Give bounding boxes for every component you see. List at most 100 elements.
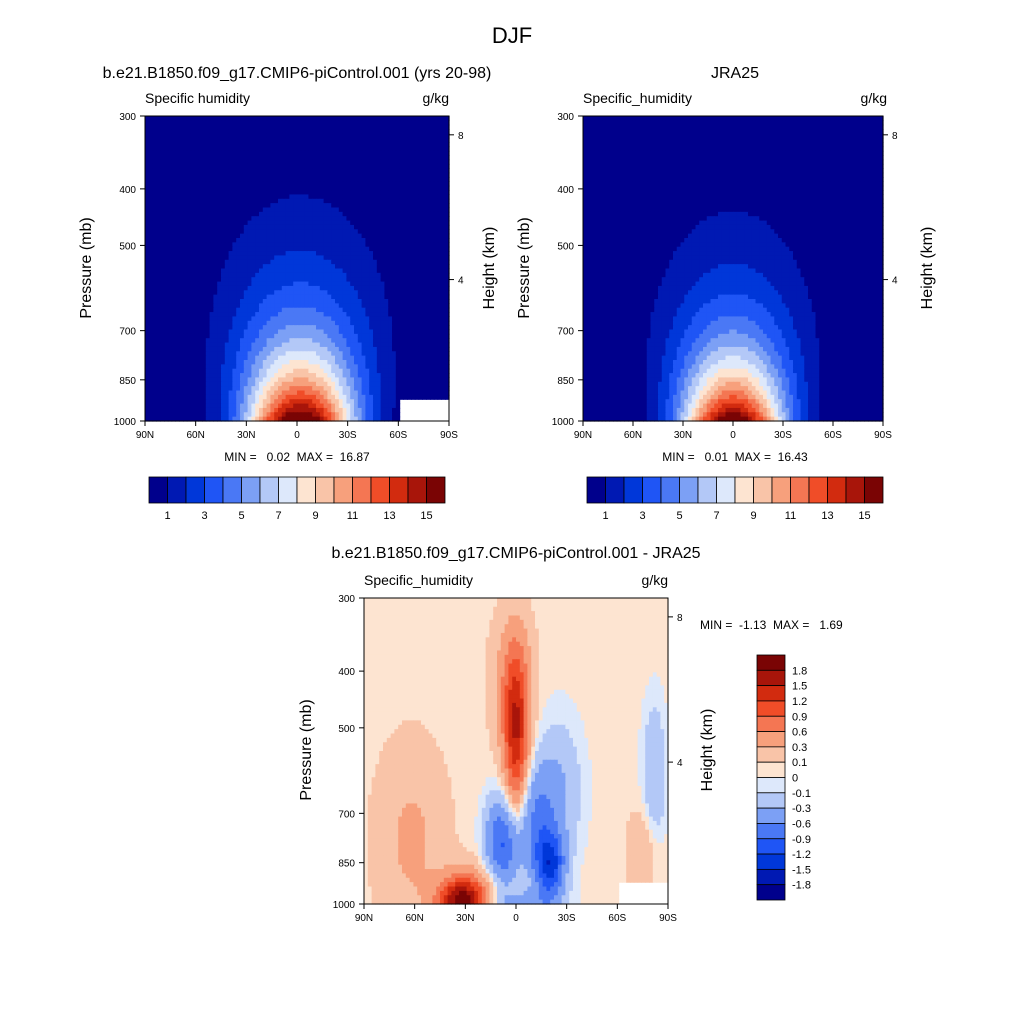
contour-cell [335,268,340,274]
contour-cell [426,259,431,265]
contour-cell [262,303,268,309]
contour-cell [205,268,211,274]
contour-cell [369,194,374,200]
contour-cell [308,307,313,313]
contour-cell [411,159,416,165]
contour-cell [376,172,382,178]
contour-cell [354,290,359,296]
contour-cell [167,172,173,178]
contour-cell [342,312,347,318]
contour-cell [441,216,446,222]
contour-cell [365,168,370,174]
contour-cell [384,146,389,152]
contour-cell [236,329,241,335]
contour-cell [236,181,241,187]
contour-cell [388,246,393,252]
contour-cell [407,142,412,148]
contour-cell [232,299,237,304]
contour-cell [392,168,397,174]
contour-cell [338,168,344,174]
contour-cell [190,177,195,182]
contour-cell [198,159,203,165]
contour-cell [342,190,347,196]
contour-cell [240,168,245,174]
contour-cell [259,198,264,204]
contour-cell [281,316,287,322]
contour-cell [342,342,347,348]
contour-cell [274,129,279,135]
contour-cell [357,381,363,387]
contour-cell [418,233,423,239]
contour-cell [247,368,252,374]
contour-cell [430,303,435,309]
contour-cell [297,259,302,265]
contour-cell [373,377,378,383]
contour-cell [209,285,214,291]
contour-cell [312,229,317,235]
contour-cell [160,325,165,331]
contour-cell [285,377,290,383]
contour-cell [426,299,431,304]
contour-cell [289,133,294,139]
contour-cell [240,194,245,200]
contour-cell [270,299,275,304]
contour-cell [190,159,195,165]
contour-cell [266,242,271,248]
contour-cell [414,137,420,143]
contour-cell [407,299,412,304]
contour-cell [224,290,230,296]
contour-cell [224,185,230,191]
contour-cell [278,329,283,335]
contour-cell [152,325,157,331]
contour-cell [384,177,389,182]
contour-cell [441,360,446,365]
contour-cell [194,386,199,392]
contour-cell [304,277,309,283]
contour-cell [293,137,298,143]
contour-cell [312,203,317,209]
contour-cell [164,312,169,318]
contour-cell [251,368,256,374]
contour-cell [186,242,192,248]
contour-cell [369,307,374,313]
contour-cell [346,242,351,248]
contour-cell [342,251,347,257]
contour-cell [392,346,397,352]
contour-cell [152,146,157,152]
contour-cell [297,172,302,178]
contour-cell [300,338,306,344]
contour-cell [171,185,176,191]
contour-cell [183,290,188,296]
contour-cell [262,342,268,348]
contour-cell [221,242,226,248]
contour-cell [175,307,180,313]
contour-cell [411,364,416,370]
contour-cell [224,142,230,148]
contour-cell [369,251,374,257]
contour-cell [399,181,404,187]
contour-cell [156,368,161,374]
contour-cell [338,142,344,148]
contour-cell [186,155,192,161]
contour-cell [183,268,188,274]
contour-cell [251,355,256,361]
contour-cell [251,124,256,130]
contour-cell [232,203,237,209]
contour-cell [392,146,397,152]
contour-cell [259,364,264,370]
contour-cell [376,190,382,196]
contour-cell [236,198,241,204]
contour-cell [281,246,287,252]
contour-cell [354,120,359,126]
contour-cell [369,233,374,239]
contour-cell [209,268,214,274]
contour-cell [399,216,404,222]
contour-cell [236,333,241,339]
contour-cell [342,181,347,187]
contour-cell [369,133,374,139]
contour-cell [247,238,252,243]
contour-cell [384,368,389,374]
contour-cell [293,277,298,283]
contour-cell [392,224,397,230]
